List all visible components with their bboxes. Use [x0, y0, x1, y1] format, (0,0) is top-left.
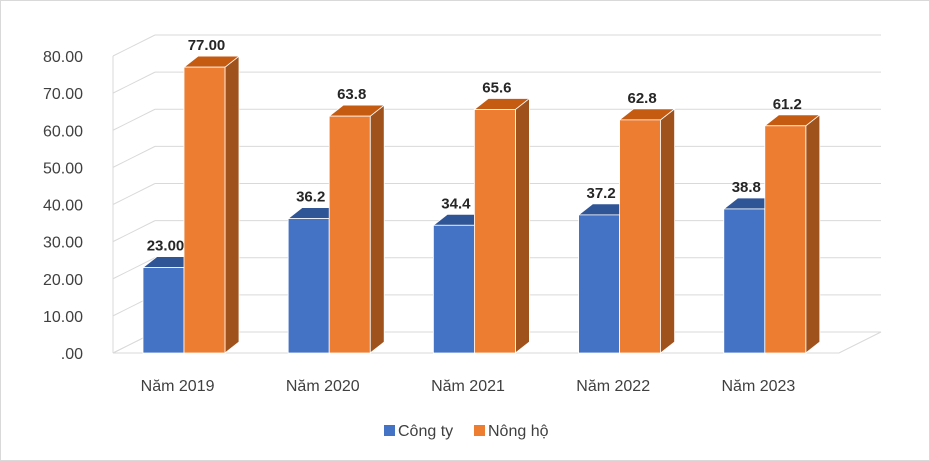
x-tick-label: Năm 2021 [431, 378, 505, 395]
bar-nong-ho [763, 113, 821, 354]
legend-swatch [384, 425, 395, 436]
bar-front [723, 208, 766, 354]
bar-front [432, 224, 475, 354]
y-axis: .00 10.00 20.00 30.00 40.00 50.00 60.00 70.00 80… [43, 49, 83, 363]
legend-swatch [474, 425, 485, 436]
gridline-depth [112, 71, 156, 94]
legend: Công ty Nông hộ [384, 423, 549, 440]
data-label: 65.6 [482, 79, 511, 96]
bar-front [764, 125, 807, 354]
bar-nong-ho [618, 108, 676, 354]
gridline-depth [112, 257, 156, 280]
y-tick-label: 40.00 [43, 198, 83, 215]
bar-side [369, 104, 385, 354]
gridline-depth [112, 108, 156, 131]
legend-label: Nông hộ [488, 423, 549, 440]
y-tick-label: 70.00 [43, 86, 83, 103]
bar-front [287, 218, 330, 354]
data-label: 34.4 [441, 195, 471, 212]
data-label: 37.2 [586, 185, 615, 202]
bar-front [183, 66, 226, 354]
y-tick-label: 10.00 [43, 309, 83, 326]
y-tick-label: 50.00 [43, 160, 83, 177]
data-label: 61.2 [773, 96, 802, 113]
x-tick-label: Năm 2020 [286, 378, 360, 395]
bar-front [473, 109, 516, 354]
gridline-depth [112, 220, 156, 243]
data-label: 62.8 [627, 90, 656, 107]
bar-side [224, 55, 240, 354]
bar-front [619, 119, 661, 354]
data-label: 23.00 [147, 238, 185, 255]
y-tick-label: 30.00 [43, 235, 83, 252]
y-tick-label: 20.00 [43, 272, 83, 289]
bar-side [515, 97, 530, 354]
x-tick-label: Năm 2023 [721, 378, 795, 395]
data-label: 36.2 [296, 189, 325, 206]
data-label: 38.8 [732, 179, 761, 196]
bar-nong-ho [473, 97, 531, 354]
y-tick-label: .00 [61, 346, 83, 363]
bars: 23.00 77.00 36.2 63.8 34.4 65.6 37.2 62.8 38.8 61… [141, 37, 821, 354]
x-tick-label: Năm 2019 [141, 378, 215, 395]
data-label: 77.00 [188, 37, 226, 54]
y-tick-label: 80.00 [43, 49, 83, 66]
gridline-depth [112, 183, 156, 205]
bar-front [578, 214, 620, 354]
bar-side [805, 113, 821, 354]
x-tick-label: Năm 2022 [576, 378, 650, 395]
x-axis: Năm 2019 Năm 2020 Năm 2021 Năm 2022 Năm 2023 [141, 378, 796, 395]
data-label: 63.8 [337, 86, 366, 103]
bar-nong-ho [328, 104, 386, 354]
y-tick-label: 60.00 [43, 123, 83, 140]
legend-label: Công ty [398, 423, 453, 440]
bar-front [142, 267, 185, 354]
gridline-depth [112, 145, 156, 168]
bar-front [328, 115, 371, 354]
bar-side [660, 108, 675, 354]
bar-nong-ho [182, 55, 241, 354]
gridline-depth [112, 34, 156, 57]
